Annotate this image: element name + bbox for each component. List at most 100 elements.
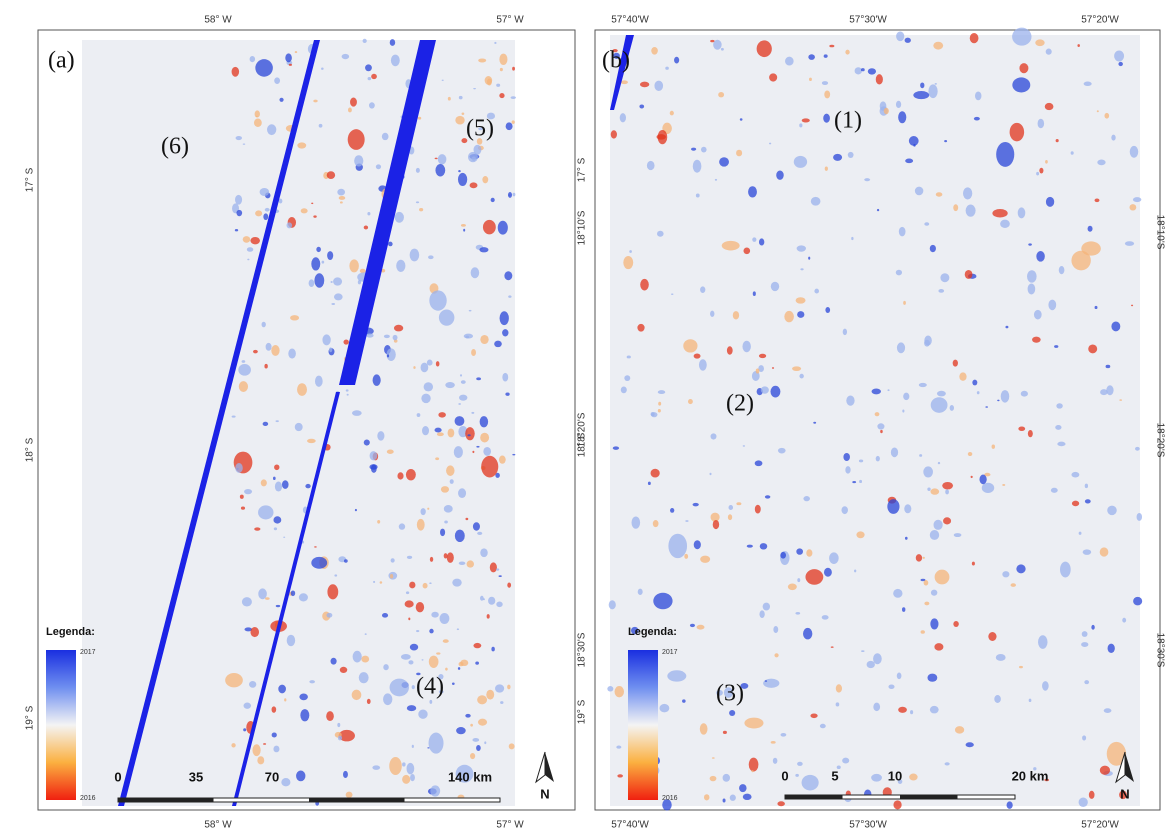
change-patch [935, 192, 943, 197]
change-patch [887, 389, 890, 392]
change-patch [923, 466, 933, 478]
change-patch [736, 149, 743, 157]
change-patch [483, 446, 492, 456]
change-patch [476, 744, 481, 752]
change-patch [460, 223, 466, 227]
change-patch [612, 446, 620, 450]
change-patch [657, 230, 664, 237]
change-patch [719, 157, 730, 167]
change-patch [305, 483, 311, 489]
change-patch [461, 112, 465, 115]
change-patch [1056, 403, 1063, 409]
change-patch [502, 329, 509, 337]
change-patch [225, 672, 243, 688]
change-patch [273, 527, 278, 531]
change-patch [1119, 399, 1123, 401]
change-patch [1122, 617, 1127, 623]
change-patch [496, 601, 503, 608]
change-patch [389, 573, 394, 579]
change-patch [470, 723, 473, 727]
change-patch [1082, 735, 1087, 741]
change-patch [1002, 571, 1010, 578]
change-patch [495, 472, 500, 478]
change-patch [809, 77, 812, 82]
change-patch [952, 359, 958, 367]
change-patch [388, 241, 393, 247]
change-patch [785, 56, 794, 66]
change-patch [1006, 801, 1013, 809]
change-patch [430, 785, 441, 797]
change-patch [744, 717, 764, 729]
change-patch [608, 600, 616, 610]
change-patch [1124, 241, 1135, 246]
change-patch [1107, 643, 1115, 654]
change-patch [476, 445, 480, 448]
change-patch [364, 633, 367, 635]
change-patch [810, 713, 818, 719]
change-patch [484, 76, 493, 85]
change-patch [953, 620, 959, 628]
right-coordinate: 18°20'S [1154, 423, 1165, 458]
change-patch [307, 438, 316, 444]
change-patch [367, 212, 371, 216]
change-patch [617, 774, 623, 778]
change-patch [445, 381, 455, 389]
change-patch [438, 690, 444, 694]
change-patch [243, 728, 247, 732]
change-patch [231, 66, 240, 77]
change-patch [988, 632, 997, 641]
change-patch [1042, 681, 1049, 691]
change-patch [272, 476, 276, 481]
change-patch [754, 504, 761, 514]
scale-bar-segment [785, 795, 843, 799]
change-patch [995, 654, 1006, 661]
change-patch [924, 339, 930, 347]
change-patch [1037, 118, 1045, 129]
change-patch [333, 277, 343, 286]
change-patch [732, 311, 740, 320]
change-patch [712, 519, 720, 530]
change-patch [352, 650, 362, 663]
change-patch [480, 432, 490, 443]
change-patch [824, 166, 828, 171]
scale-label: 0 [781, 768, 788, 783]
change-patch [1129, 204, 1137, 211]
change-patch [339, 201, 343, 204]
change-patch [770, 741, 776, 744]
change-patch [426, 359, 433, 366]
change-patch [361, 655, 370, 663]
change-patch [693, 540, 701, 550]
change-patch [1019, 665, 1023, 669]
change-patch [937, 461, 941, 465]
change-patch [429, 290, 447, 311]
change-patch [797, 761, 803, 766]
change-patch [258, 588, 267, 600]
change-patch [243, 702, 252, 709]
change-patch [699, 723, 708, 735]
change-patch [797, 311, 805, 318]
change-patch [1100, 389, 1108, 396]
change-patch [238, 381, 249, 392]
change-patch [512, 453, 516, 456]
change-patch [965, 742, 974, 748]
change-patch [457, 172, 468, 187]
change-patch [264, 363, 268, 369]
change-patch [934, 83, 937, 85]
legend-gradient [628, 650, 658, 800]
panel-label: (b) [602, 48, 630, 74]
change-patch [930, 488, 940, 495]
change-patch [754, 460, 763, 467]
change-patch [456, 628, 460, 631]
change-patch [1111, 321, 1121, 332]
region-label: (1) [834, 108, 862, 134]
change-patch [836, 765, 841, 770]
change-patch [1097, 159, 1106, 166]
change-patch [792, 366, 802, 372]
change-patch [435, 457, 440, 461]
change-patch [693, 353, 701, 359]
change-patch [877, 423, 885, 430]
change-patch [400, 654, 411, 660]
change-patch [244, 488, 253, 495]
change-patch [913, 91, 930, 100]
change-patch [940, 273, 950, 283]
